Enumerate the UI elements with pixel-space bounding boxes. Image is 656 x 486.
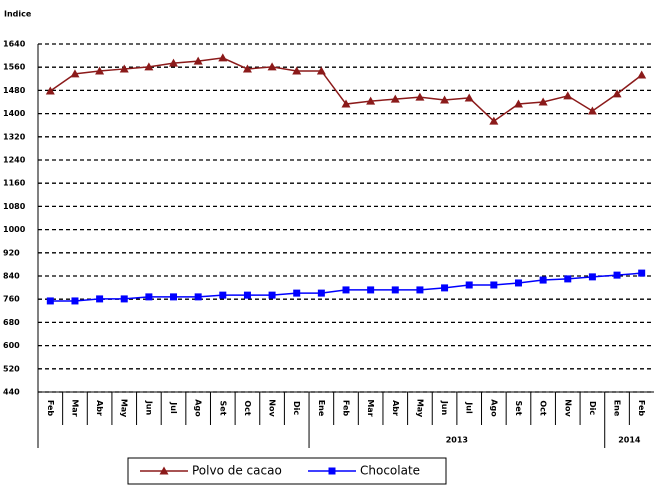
x-tick-label: Ene	[613, 400, 622, 417]
data-point	[96, 295, 104, 303]
data-point	[613, 271, 621, 279]
x-tick-label: Dic	[588, 401, 597, 415]
x-tick-label: Jun	[144, 400, 153, 416]
x-tick-label: Set	[514, 400, 523, 415]
x-tick-label: Nov	[563, 399, 572, 417]
group-label: 2014	[618, 436, 641, 445]
data-point	[367, 286, 375, 294]
data-point	[539, 276, 547, 284]
x-tick-label: Nov	[268, 399, 277, 417]
y-tick-label: 520	[3, 364, 20, 373]
data-point	[637, 70, 647, 79]
legend-label: Chocolate	[360, 464, 420, 478]
legend-label: Polvo de cacao	[192, 464, 282, 478]
y-tick-label: 1560	[3, 63, 26, 72]
y-tick-label: 760	[3, 295, 20, 304]
data-point	[490, 281, 498, 289]
x-tick-label: Abr	[391, 400, 400, 416]
legend-marker	[159, 466, 169, 475]
x-tick-label: May	[415, 399, 424, 418]
data-point	[45, 86, 55, 95]
x-tick-label: Jul	[465, 401, 474, 414]
data-point	[293, 289, 301, 297]
y-tick-label: 440	[3, 388, 20, 397]
x-tick-label: Mar	[70, 399, 79, 416]
data-point	[440, 95, 450, 104]
data-point	[194, 293, 202, 301]
data-point	[219, 291, 227, 299]
data-point	[416, 286, 424, 294]
data-point	[119, 64, 129, 73]
x-tick-label: Feb	[342, 400, 351, 417]
data-point	[268, 291, 276, 299]
data-point	[513, 99, 523, 108]
legend-marker	[328, 467, 336, 475]
y-tick-label: 1480	[3, 86, 26, 95]
y-axis-title: Indice	[4, 10, 32, 19]
x-tick-label: Abr	[95, 400, 104, 416]
data-point	[120, 295, 128, 303]
data-point	[391, 286, 399, 294]
data-point	[514, 279, 522, 287]
data-point	[292, 66, 302, 75]
data-point	[612, 89, 622, 98]
x-tick-label: Feb	[637, 400, 646, 417]
data-point	[489, 116, 499, 125]
data-point	[564, 275, 572, 283]
data-point	[145, 293, 153, 301]
y-tick-label: 1240	[3, 156, 26, 165]
data-point	[441, 284, 449, 292]
y-tick-label: 1640	[3, 40, 26, 49]
data-point	[242, 64, 252, 73]
data-point	[538, 97, 548, 106]
data-point	[218, 53, 228, 62]
y-tick-label: 1080	[3, 202, 26, 211]
data-point	[342, 286, 350, 294]
x-tick-label: Feb	[46, 400, 55, 417]
x-tick-label: Oct	[243, 400, 252, 416]
data-point	[465, 281, 473, 289]
y-tick-label: 1400	[3, 109, 26, 118]
x-tick-label: Jun	[440, 400, 449, 416]
data-point	[71, 297, 79, 305]
data-point	[193, 56, 203, 65]
x-tick-label: Jul	[169, 401, 178, 414]
y-tick-label: 920	[3, 248, 20, 257]
data-point	[366, 96, 376, 105]
x-tick-label: Ene	[317, 400, 326, 417]
group-label: 2013	[446, 436, 468, 445]
data-point	[464, 93, 474, 102]
x-tick-label: Ago	[194, 399, 203, 417]
y-tick-label: 840	[3, 272, 20, 281]
data-point	[170, 293, 178, 301]
data-point	[267, 62, 277, 71]
data-point	[587, 106, 597, 115]
data-point	[638, 269, 646, 277]
y-tick-label: 1320	[3, 132, 26, 141]
data-point	[144, 62, 154, 71]
x-tick-label: Oct	[539, 400, 548, 416]
y-tick-label: 1000	[3, 225, 26, 234]
x-tick-label: Dic	[292, 401, 301, 415]
data-point	[588, 273, 596, 281]
x-tick-label: Ago	[489, 399, 498, 417]
data-point	[95, 66, 105, 75]
data-point	[415, 92, 425, 101]
data-point	[46, 297, 54, 305]
data-point	[317, 289, 325, 297]
data-point	[169, 58, 179, 67]
y-tick-label: 1160	[3, 179, 26, 188]
data-point	[70, 69, 80, 78]
data-point	[390, 94, 400, 103]
data-point	[563, 91, 573, 100]
x-tick-label: Set	[218, 400, 227, 415]
data-point	[316, 66, 326, 75]
y-tick-label: 600	[3, 341, 20, 350]
x-tick-label: May	[120, 399, 129, 418]
data-point	[243, 291, 251, 299]
y-tick-label: 680	[3, 318, 20, 327]
data-point	[341, 99, 351, 108]
x-tick-label: Mar	[366, 399, 375, 416]
